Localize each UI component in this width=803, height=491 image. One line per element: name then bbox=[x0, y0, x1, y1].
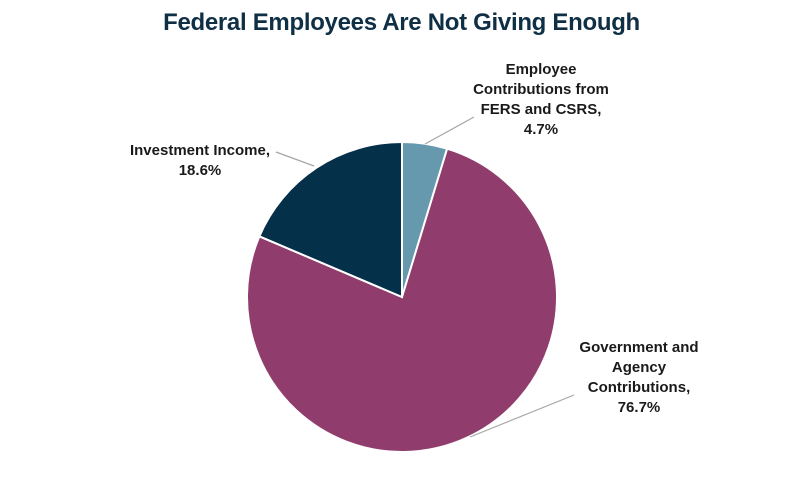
chart-title: Federal Employees Are Not Giving Enough bbox=[163, 9, 640, 36]
slice-label-line: Government and bbox=[579, 339, 698, 356]
slice-label-line: 4.7% bbox=[524, 121, 558, 138]
slice-label-line: Employee bbox=[506, 61, 577, 78]
leader-line-3 bbox=[275, 151, 315, 167]
pie-slice-3 bbox=[258, 140, 403, 299]
slice-label-line: Contributions, bbox=[588, 379, 690, 396]
slice-label-line: 18.6% bbox=[179, 162, 222, 179]
slice-label-1: Employee Contributions from FERS and CSRS,… bbox=[473, 61, 609, 138]
leader-line-1 bbox=[424, 116, 475, 145]
slice-label-line: FERS and CSRS, bbox=[481, 101, 602, 118]
leader-line-2 bbox=[469, 394, 575, 438]
slice-label-line: 76.7% bbox=[618, 399, 661, 416]
slice-label-line: Investment Income, bbox=[130, 142, 270, 159]
slice-label-line: Contributions from bbox=[473, 81, 609, 98]
slice-label-3: Investment Income, 18.6% bbox=[130, 142, 270, 179]
slice-label-2: Government and Agency Contributions, 76.7% bbox=[579, 339, 698, 416]
slice-label-line: Agency bbox=[612, 359, 667, 376]
pie-slice-2 bbox=[246, 147, 558, 453]
